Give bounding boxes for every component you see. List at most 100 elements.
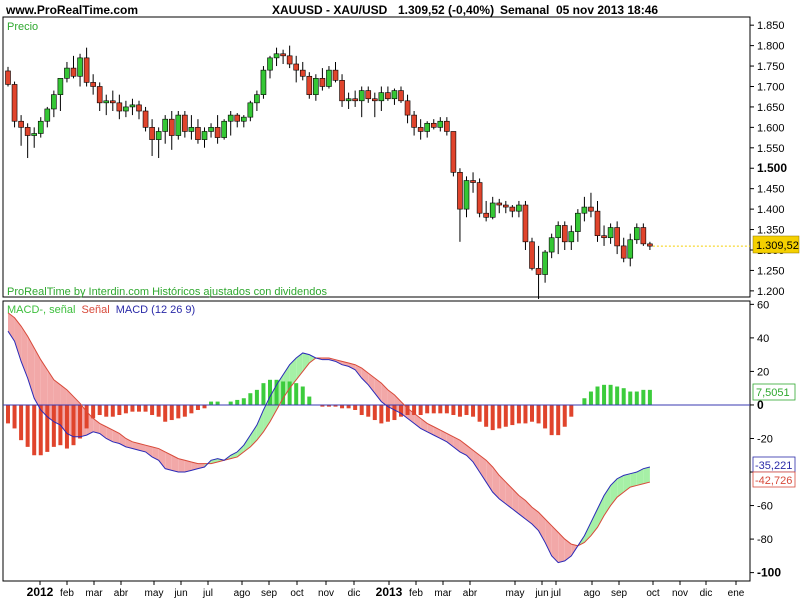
price-y-tick-label: 1.200 <box>757 286 785 298</box>
candle-body <box>51 94 57 110</box>
macd-plot <box>3 312 750 564</box>
candle-body <box>594 210 601 236</box>
price-y-tick-label: 1.800 <box>757 41 785 53</box>
candle-body <box>607 227 614 239</box>
x-tick-label: jun <box>173 588 187 599</box>
macd-signal-fill <box>132 441 139 451</box>
candle-body <box>398 90 404 102</box>
histogram-bar <box>405 404 410 416</box>
candle-body <box>155 131 162 140</box>
x-tick-label: may <box>145 588 164 599</box>
x-tick-label: 2013 <box>376 585 403 599</box>
candle-body <box>116 102 123 112</box>
candle-body <box>483 212 489 218</box>
candle-body <box>83 57 90 83</box>
macd-badge-text: -35,221 <box>755 460 792 472</box>
histogram-bar <box>248 393 253 405</box>
candle-body <box>463 180 470 210</box>
macd-signal-fill <box>564 539 572 561</box>
x-tick-label: abr <box>114 588 129 599</box>
macd-signal-fill <box>171 455 179 473</box>
candle-body <box>502 204 509 208</box>
macd-signal-fill <box>119 433 126 447</box>
candle-body <box>352 98 358 102</box>
histogram-bar <box>392 404 397 421</box>
histogram-bar <box>287 381 292 405</box>
macd-signal-fill <box>197 463 205 469</box>
x-tick-label: jun <box>534 588 548 599</box>
period-label: Semanal <box>500 3 549 17</box>
macd-y-tick-label: 40 <box>757 333 769 345</box>
macd-legend-macd: MACD (12 26 9) <box>116 304 195 316</box>
quote-value: 1.309,52 (-0,40%) <box>398 3 494 17</box>
macd-signal-fill <box>538 512 546 543</box>
x-tick-label: ago <box>234 588 251 599</box>
candle-body <box>247 102 254 118</box>
histogram-bar <box>19 404 24 441</box>
histogram-bar <box>582 398 587 405</box>
candle-body <box>254 94 260 104</box>
macd-y-tick-label: -60 <box>757 501 773 513</box>
candle-body <box>70 67 77 77</box>
x-tick-label: jul <box>202 588 213 599</box>
histogram-bar <box>608 384 613 405</box>
candle-body <box>614 227 620 247</box>
macd-signal-fill <box>414 413 421 429</box>
macd-signal-fill <box>368 373 375 394</box>
candle-body <box>299 69 306 77</box>
candle-body <box>535 268 542 275</box>
histogram-bar <box>602 384 607 405</box>
macd-signal-fill <box>112 430 120 444</box>
macd-signal-fill <box>584 522 591 543</box>
macd-signal-fill <box>34 347 41 410</box>
histogram-bar <box>97 404 102 416</box>
candle-body <box>162 118 168 132</box>
histogram-bar <box>38 404 43 456</box>
histogram-bar <box>143 404 148 412</box>
x-tick-label: sep <box>261 588 278 599</box>
histogram-bar <box>510 404 515 426</box>
histogram-bar <box>182 404 187 417</box>
price-y-tick-label: 1.650 <box>757 102 785 114</box>
candle-body <box>44 108 51 122</box>
macd-legend-signal: Señal <box>82 304 110 316</box>
candle-body <box>313 78 319 95</box>
candle-body <box>581 206 588 214</box>
x-tick-label: oct <box>646 588 660 599</box>
macd-badge: -35,221 <box>752 456 796 473</box>
price-y-tick-label: 1.550 <box>757 143 785 155</box>
histogram-bar <box>399 404 403 417</box>
macd-signal-fill <box>518 495 526 519</box>
histogram-bar <box>516 404 521 424</box>
histogram-bar <box>117 404 122 416</box>
candle-body <box>339 80 345 102</box>
x-tick-label: feb <box>409 588 423 599</box>
histogram-bar <box>464 404 469 416</box>
candle-body <box>168 118 175 136</box>
signal-badge-text: -42,726 <box>755 475 792 487</box>
histogram-bar <box>254 389 259 405</box>
macd-signal-fill <box>545 518 552 556</box>
candle-body <box>444 120 450 132</box>
histogram-bar <box>78 404 83 439</box>
macd-signal-fill <box>643 466 650 484</box>
x-axis: 2012 feb mar abr may jun jul ago sep oct nov dic 201… <box>27 581 745 599</box>
macd-signal-fill <box>473 450 480 473</box>
histogram-bar <box>281 381 286 405</box>
histogram-bar <box>366 404 371 417</box>
price-y-tick-label: 1.450 <box>757 184 785 196</box>
histogram-bar <box>169 404 174 421</box>
histogram-bar <box>647 389 652 405</box>
candle-body <box>77 57 83 77</box>
histogram-bar <box>543 404 548 429</box>
macd-y-tick-label: 0 <box>757 398 764 412</box>
histogram-bar <box>268 379 272 405</box>
x-tick-label: 2012 <box>27 585 54 599</box>
candle-body <box>195 127 201 140</box>
histogram-bar <box>444 404 449 414</box>
histogram-bar <box>562 404 567 427</box>
candle-body <box>280 53 286 57</box>
candle-body <box>306 75 313 95</box>
candle-body <box>640 227 647 245</box>
symbol-title: XAUUSD - XAU/USD <box>272 3 388 17</box>
